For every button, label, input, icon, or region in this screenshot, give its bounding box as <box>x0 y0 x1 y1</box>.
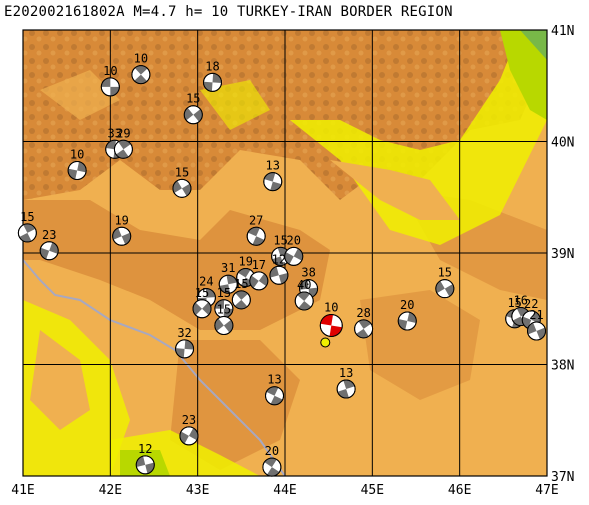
event-mechanism <box>39 241 59 261</box>
depth-label: 22 <box>524 297 538 311</box>
longitude-tick-label: 42E <box>99 483 122 498</box>
depth-label: 23 <box>182 413 196 427</box>
latitude-tick-label: 39N <box>551 247 574 262</box>
event-mechanism <box>262 457 282 477</box>
event-mechanism <box>336 379 356 399</box>
depth-label: 19 <box>238 255 252 269</box>
event-mechanism <box>172 178 192 198</box>
event-mechanism <box>17 223 37 243</box>
depth-label: 27 <box>249 213 263 227</box>
event-mechanism <box>175 339 195 359</box>
map-frame <box>22 29 548 477</box>
depth-label: 23 <box>42 228 56 242</box>
depth-label: 15 <box>234 277 248 291</box>
depth-label: 18 <box>205 59 219 73</box>
event-mechanism <box>527 321 547 341</box>
longitude-tick-label: 43E <box>186 483 209 498</box>
event-mechanism <box>135 455 155 475</box>
depth-label: 15 <box>273 233 287 247</box>
latitude-tick-label: 38N <box>551 359 574 374</box>
epicenter-marker <box>320 337 331 348</box>
depth-label: 13 <box>267 373 281 387</box>
depth-label: 12 <box>272 252 286 266</box>
depth-label: 15 <box>186 92 200 106</box>
latitude-tick-label: 40N <box>551 136 574 151</box>
depth-label: 33 <box>107 126 121 140</box>
depth-label: 10 <box>70 147 84 161</box>
event-mechanism <box>192 299 212 319</box>
event-mechanism <box>231 290 251 310</box>
event-mechanism <box>294 291 314 311</box>
depth-label: 15 <box>507 296 521 310</box>
depth-label: 15 <box>217 286 231 300</box>
event-mechanism <box>269 265 289 285</box>
event-mechanism <box>183 105 203 125</box>
event-mechanism <box>112 226 132 246</box>
depth-label: 16 <box>514 294 528 308</box>
event-mechanism <box>203 72 223 92</box>
depth-label: 19 <box>114 213 128 227</box>
map-title: E202002161802A M=4.7 h= 10 TURKEY-IRAN B… <box>4 4 453 20</box>
longitude-tick-label: 46E <box>448 483 471 498</box>
depth-label: 20 <box>400 298 414 312</box>
depth-label: 15 <box>217 302 231 316</box>
event-mechanism <box>246 226 266 246</box>
event-mechanism <box>265 386 285 406</box>
event-mechanism <box>131 65 151 85</box>
depth-label: 32 <box>177 326 191 340</box>
depth-label: 20 <box>265 444 279 458</box>
depth-label: 29 <box>116 126 130 140</box>
event-mechanism <box>218 274 238 294</box>
depth-label: 10 <box>324 300 338 314</box>
event-mechanism <box>179 426 199 446</box>
depth-label: 38 <box>301 266 315 280</box>
depth-label: 31 <box>221 261 235 275</box>
depth-label: 20 <box>287 233 301 247</box>
event-mechanism <box>214 315 234 335</box>
longitude-tick-label: 41E <box>11 483 34 498</box>
event-mechanism <box>354 319 374 339</box>
latitude-tick-label: 37N <box>551 470 574 485</box>
event-mechanism <box>397 311 417 331</box>
event-mechanism <box>67 160 87 180</box>
depth-label: 15 <box>175 165 189 179</box>
main-event-mechanism <box>319 313 343 337</box>
depth-label: 21 <box>529 308 543 322</box>
event-mechanism <box>284 246 304 266</box>
depth-label: 10 <box>103 64 117 78</box>
depth-label: 28 <box>356 306 370 320</box>
longitude-tick-label: 47E <box>535 483 558 498</box>
depth-label: 13 <box>339 366 353 380</box>
event-mechanism <box>100 77 120 97</box>
axis-labels: 41E 42E 43E 44E 45E 46E 47E 41N 40N 39N 38N 37N <box>11 24 574 498</box>
longitude-tick-label: 45E <box>361 483 384 498</box>
depth-label: 15 <box>20 210 34 224</box>
event-mechanism <box>263 172 283 192</box>
latitude-tick-label: 41N <box>551 24 574 39</box>
depth-label: 24 <box>199 275 213 289</box>
depth-label: 17 <box>252 258 266 272</box>
longitude-tick-label: 44E <box>273 483 296 498</box>
depth-label: 15 <box>195 286 209 300</box>
event-mechanism <box>435 279 455 299</box>
depth-label: 12 <box>138 442 152 456</box>
event-mechanism <box>249 271 269 291</box>
depth-label: 10 <box>134 52 148 66</box>
depth-label: 40 <box>297 278 311 292</box>
depth-label: 15 <box>438 266 452 280</box>
event-mechanism <box>113 139 133 159</box>
depth-label: 13 <box>266 159 280 173</box>
